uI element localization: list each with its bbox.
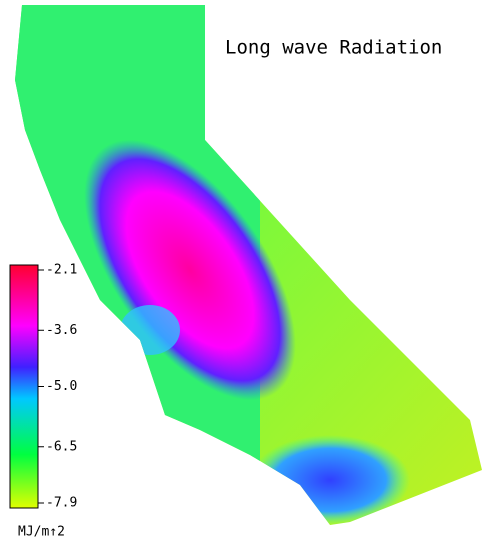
colorbar-unit: MJ/m↑2 bbox=[18, 525, 65, 540]
title: Long wave Radiation bbox=[225, 37, 442, 59]
tick-label: -7.9 bbox=[46, 496, 77, 511]
tick-label: -2.1 bbox=[46, 263, 77, 278]
tick-label: -3.6 bbox=[46, 323, 77, 338]
tick-label: -6.5 bbox=[46, 439, 77, 454]
tick-label: -5.0 bbox=[46, 379, 77, 394]
colorbar bbox=[9, 264, 39, 509]
